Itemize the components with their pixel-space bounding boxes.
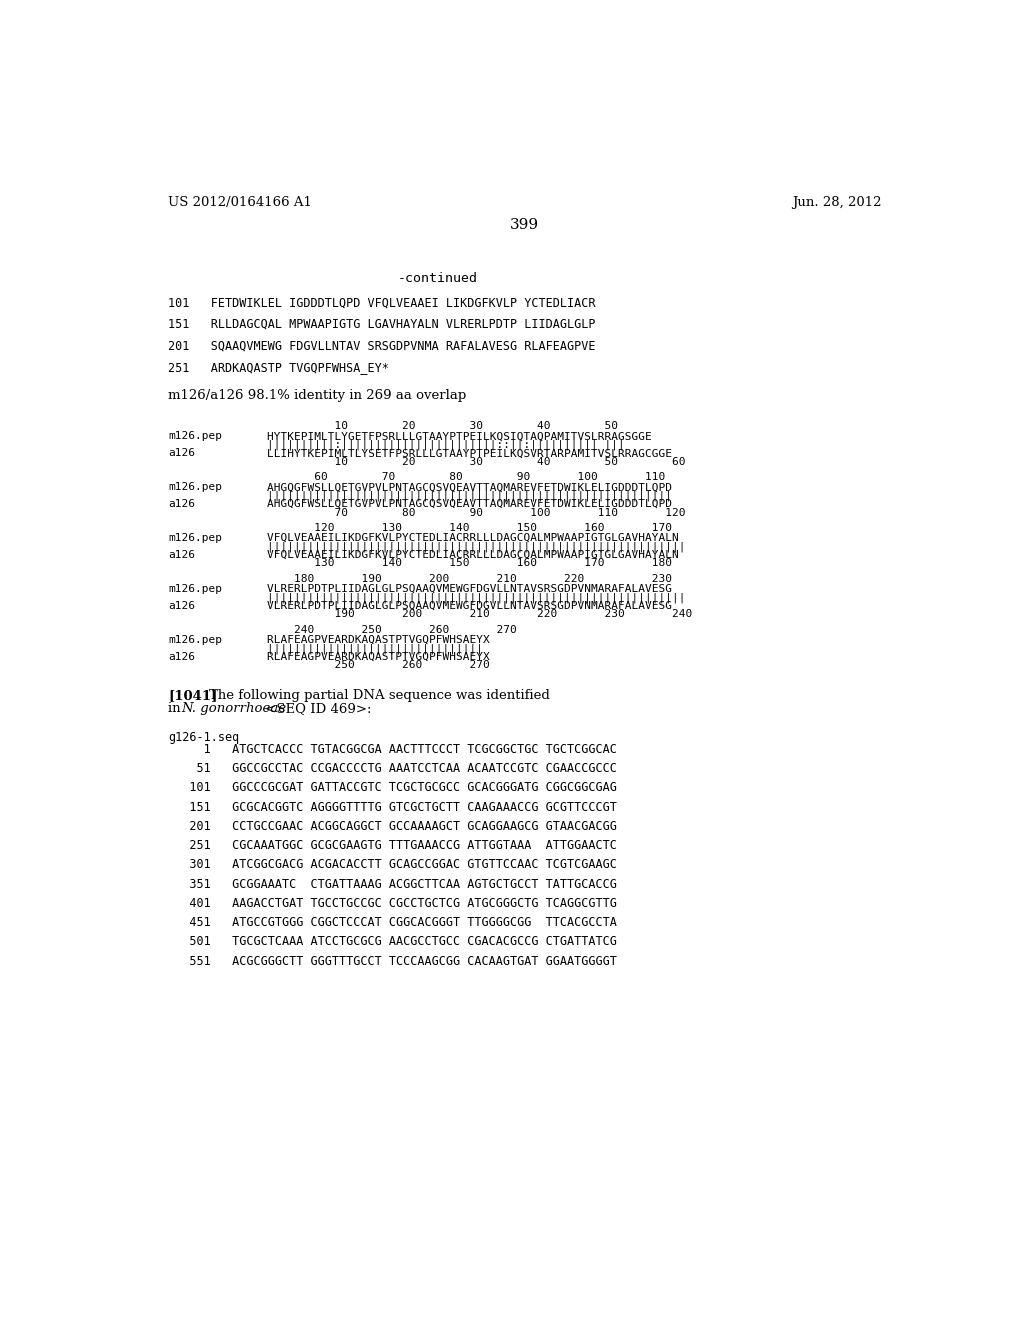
Text: ||||||||||:|||||||||||||||||||||||::||:|||||||||| |||: ||||||||||:|||||||||||||||||||||||::||:|… <box>241 440 625 450</box>
Text: 250       260       270: 250 260 270 <box>241 660 490 671</box>
Text: 151   RLLDAGCQAL MPWAAPIGTG LGAVHAYALN VLRERLPDTP LIIDAGLGLP: 151 RLLDAGCQAL MPWAAPIGTG LGAVHAYALN VLR… <box>168 318 596 331</box>
Text: [1041]: [1041] <box>168 689 218 702</box>
Text: m126/a126 98.1% identity in 269 aa overlap: m126/a126 98.1% identity in 269 aa overl… <box>168 388 467 401</box>
Text: 51   GGCCGCCTAC CCGACCCCTG AAATCCTCAA ACAATCCGTC CGAACCGCCC: 51 GGCCGCCTAC CCGACCCCTG AAATCCTCAA ACAA… <box>168 762 617 775</box>
Text: Jun. 28, 2012: Jun. 28, 2012 <box>792 197 882 209</box>
Text: ||||||||||||||||||||||||||||||||||||||||||||||||||||||||||||||: ||||||||||||||||||||||||||||||||||||||||… <box>241 593 686 603</box>
Text: 251   ARDKAQASTP TVGQPFWHSA_EY*: 251 ARDKAQASTP TVGQPFWHSA_EY* <box>168 360 389 374</box>
Text: N. gonorrhoeae: N. gonorrhoeae <box>181 702 287 715</box>
Text: US 2012/0164166 A1: US 2012/0164166 A1 <box>168 197 312 209</box>
Text: in: in <box>168 702 185 715</box>
Text: 151   GCGCACGGTC AGGGGTTTTG GTCGCTGCTT CAAGAAACCG GCGTTCCCGT: 151 GCGCACGGTC AGGGGTTTTG GTCGCTGCTT CAA… <box>168 801 617 813</box>
Text: AHGQGFWSLLQETGVPVLPNTAGCQSVQEAVTTAQMAREVFETDWIKLELIGDDDTLQPD: AHGQGFWSLLQETGVPVLPNTAGCQSVQEAVTTAQMAREV… <box>241 499 673 510</box>
Text: m126.pep: m126.pep <box>168 482 222 492</box>
Text: 10        20        30        40        50        60: 10 20 30 40 50 60 <box>241 457 686 467</box>
Text: RLAFEAGPVEARDKAQASTPTVGQPFWHSAEYX: RLAFEAGPVEARDKAQASTPTVGQPFWHSAEYX <box>241 652 490 661</box>
Text: m126.pep: m126.pep <box>168 432 222 441</box>
Text: 70        80        90       100       110       120: 70 80 90 100 110 120 <box>241 508 686 517</box>
Text: a126: a126 <box>168 550 196 560</box>
Text: a126: a126 <box>168 601 196 611</box>
Text: 10        20        30        40        50: 10 20 30 40 50 <box>241 421 618 432</box>
Text: ||||||||||||||||||||||||||||||||: |||||||||||||||||||||||||||||||| <box>241 643 483 653</box>
Text: 401   AAGACCTGAT TGCCTGCCGC CGCCTGCTCG ATGCGGGCTG TCAGGCGTTG: 401 AAGACCTGAT TGCCTGCCGC CGCCTGCTCG ATG… <box>168 896 617 909</box>
Text: a126: a126 <box>168 449 196 458</box>
Text: 180       190       200       210       220          230: 180 190 200 210 220 230 <box>241 574 673 583</box>
Text: a126: a126 <box>168 499 196 510</box>
Text: 551   ACGCGGGCTT GGGTTTGCCT TCCCAAGCGG CACAAGTGAT GGAATGGGGT: 551 ACGCGGGCTT GGGTTTGCCT TCCCAAGCGG CAC… <box>168 954 617 968</box>
Text: 399: 399 <box>510 218 540 232</box>
Text: m126.pep: m126.pep <box>168 635 222 644</box>
Text: 201   SQAAQVMEWG FDGVLLNTAV SRSGDPVNMA RAFALAVESG RLAFEAGPVE: 201 SQAAQVMEWG FDGVLLNTAV SRSGDPVNMA RAF… <box>168 339 596 352</box>
Text: 1   ATGCTCACCC TGTACGGCGA AACTTTCCCT TCGCGGCTGC TGCTCGGCAC: 1 ATGCTCACCC TGTACGGCGA AACTTTCCCT TCGCG… <box>168 743 617 756</box>
Text: 351   GCGGAAATC  CTGATTAAAG ACGGCTTCAA AGTGCTGCCT TATTGCACCG: 351 GCGGAAATC CTGATTAAAG ACGGCTTCAA AGTG… <box>168 878 617 891</box>
Text: ||||||||||||||||||||||||||||||||||||||||||||||||||||||||||||: ||||||||||||||||||||||||||||||||||||||||… <box>241 491 673 502</box>
Text: 60        70        80        90       100       110: 60 70 80 90 100 110 <box>241 473 666 482</box>
Text: 301   ATCGGCGACG ACGACACCTT GCAGCCGGAC GTGTTCCAAC TCGTCGAAGC: 301 ATCGGCGACG ACGACACCTT GCAGCCGGAC GTG… <box>168 858 617 871</box>
Text: -continued: -continued <box>398 272 478 285</box>
Text: VLRERLPDTPLIIDAGLGLPSQAAQVMEWGFDGVLLNTAVSRSGDPVNMARAFALAVESG: VLRERLPDTPLIIDAGLGLPSQAAQVMEWGFDGVLLNTAV… <box>241 583 673 594</box>
Text: 190       200       210       220       230       240: 190 200 210 220 230 240 <box>241 610 692 619</box>
Text: The following partial DNA sequence was identified: The following partial DNA sequence was i… <box>209 689 550 702</box>
Text: 101   GGCCCGCGAT GATTACCGTC TCGCTGCGCC GCACGGGATG CGGCGGCGAG: 101 GGCCCGCGAT GATTACCGTC TCGCTGCGCC GCA… <box>168 781 617 795</box>
Text: 501   TGCGCTCAAA ATCCTGCGCG AACGCCTGCC CGACACGCCG CTGATTATCG: 501 TGCGCTCAAA ATCCTGCGCG AACGCCTGCC CGA… <box>168 936 617 948</box>
Text: VLRERLPDTPLIIDAGLGLPSQAAQVMEWGFDGVLLNTAVSRSGDPVNMARAFALAVESG: VLRERLPDTPLIIDAGLGLPSQAAQVMEWGFDGVLLNTAV… <box>241 601 673 611</box>
Text: 120       130       140       150       160       170: 120 130 140 150 160 170 <box>241 523 673 533</box>
Text: 101   FETDWIKLEL IGDDDTLQPD VFQLVEAAEI LIKDGFKVLP YCTEDLIACR: 101 FETDWIKLEL IGDDDTLQPD VFQLVEAAEI LIK… <box>168 296 596 309</box>
Text: a126: a126 <box>168 652 196 661</box>
Text: g126-1.seq: g126-1.seq <box>168 731 240 744</box>
Text: LLIHYTKEPIMLTLYSETFPSRLLLGTAAYPTPEILKQSVRTARPAMITVSLRRAGCGGE: LLIHYTKEPIMLTLYSETFPSRLLLGTAAYPTPEILKQSV… <box>241 449 673 458</box>
Text: VFQLVEAAEILIKDGFKVLPYCTEDLIACRRLLLDAGCQALMPWAAPIGTGLGAVHAYALN: VFQLVEAAEILIKDGFKVLPYCTEDLIACRRLLLDAGCQA… <box>241 550 679 560</box>
Text: RLAFEAGPVEARDKAQASTPTVGQPFWHSAEYX: RLAFEAGPVEARDKAQASTPTVGQPFWHSAEYX <box>241 635 490 644</box>
Text: 451   ATGCCGTGGG CGGCTCCCAT CGGCACGGGT TTGGGGCGG  TTCACGCCTA: 451 ATGCCGTGGG CGGCTCCCAT CGGCACGGGT TTG… <box>168 916 617 929</box>
Text: VFQLVEAAEILIKDGFKVLPYCTEDLIACRRLLLDAGCQALMPWAAPIGTGLGAVHAYALN: VFQLVEAAEILIKDGFKVLPYCTEDLIACRRLLLDAGCQA… <box>241 533 679 543</box>
Text: HYTKEPIMLTLYGETFPSRLLLGTAAYPTPEILKQSIQTAQPAMITVSLRRAGSGGE: HYTKEPIMLTLYGETFPSRLLLGTAAYPTPEILKQSIQTA… <box>241 432 652 441</box>
Text: AHGQGFWSLLQETGVPVLPNTAGCQSVQEAVTTAQMAREVFETDWIKLELIGDDDTLQPD: AHGQGFWSLLQETGVPVLPNTAGCQSVQEAVTTAQMAREV… <box>241 482 673 492</box>
Text: 130       140       150       160       170       180: 130 140 150 160 170 180 <box>241 558 673 569</box>
Text: <SEQ ID 469>:: <SEQ ID 469>: <box>261 702 372 715</box>
Text: ||||||||||||||||||||||||||||||||||||||||||||||||||||||||||||||: ||||||||||||||||||||||||||||||||||||||||… <box>241 541 686 552</box>
Text: m126.pep: m126.pep <box>168 583 222 594</box>
Text: m126.pep: m126.pep <box>168 533 222 543</box>
Text: 251   CGCAAATGGC GCGCGAAGTG TTTGAAACCG ATTGGTAAA  ATTGGAACTC: 251 CGCAAATGGC GCGCGAAGTG TTTGAAACCG ATT… <box>168 840 617 853</box>
Text: 201   CCTGCCGAAC ACGGCAGGCT GCCAAAAGCT GCAGGAAGCG GTAACGACGG: 201 CCTGCCGAAC ACGGCAGGCT GCCAAAAGCT GCA… <box>168 820 617 833</box>
Text: 240       250       260       270: 240 250 260 270 <box>241 624 517 635</box>
